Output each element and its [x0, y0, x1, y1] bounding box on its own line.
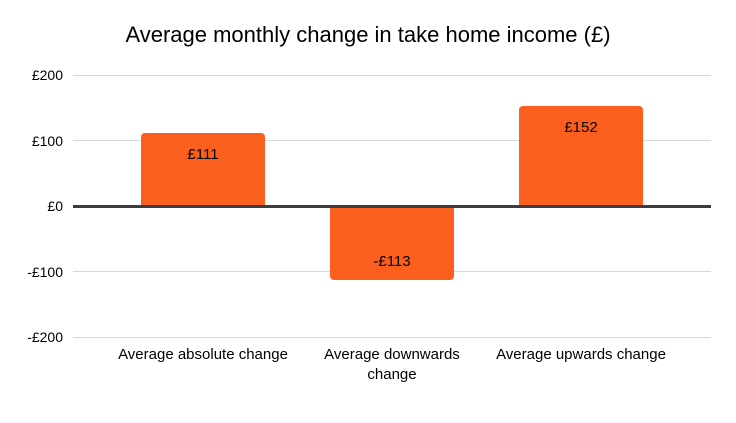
- x-axis-category-label: Average downwards change: [324, 346, 460, 383]
- plot-area: £111 -£113 £152: [73, 74, 711, 338]
- bar-value-label: £111: [187, 146, 219, 164]
- x-axis-category-label: Average upwards change: [496, 346, 666, 363]
- zero-axis-line: [73, 204, 711, 208]
- bar-value-label: -£113: [373, 253, 411, 270]
- bar-average-downwards-change: -£113: [330, 206, 454, 280]
- gridline: [73, 140, 711, 141]
- gridline: [73, 74, 711, 76]
- bar-average-absolute-change: £111: [141, 133, 265, 206]
- x-axis-category-label: Average absolute change: [118, 346, 288, 363]
- y-axis-tick-label: £0: [47, 198, 63, 214]
- y-axis-tick-label: -£200: [27, 329, 63, 345]
- y-axis-tick-label: £200: [31, 67, 63, 83]
- chart-title: Average monthly change in take home inco…: [125, 22, 611, 47]
- gridline: [73, 336, 711, 338]
- bar-value-label: £152: [564, 119, 598, 137]
- y-axis-tick-label: -£100: [27, 263, 63, 280]
- bar-average-upwards-change: £152: [519, 106, 643, 206]
- y-axis-tick-label: £100: [31, 132, 63, 149]
